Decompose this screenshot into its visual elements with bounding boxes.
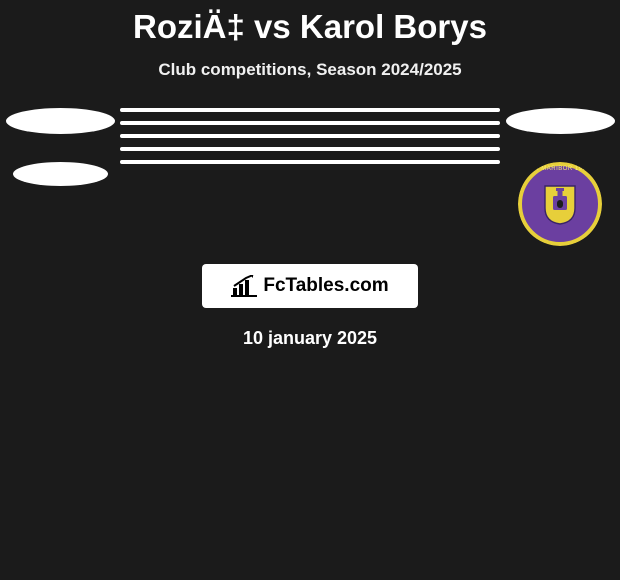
stat-bar: Goals per match0.38 [120, 147, 500, 151]
stat-bar: Min per goal322 [120, 160, 500, 164]
branding-chart-icon [231, 275, 257, 297]
club-badge-shield-icon [541, 184, 579, 226]
player-left-image-1 [6, 108, 115, 134]
club-badge-text: NK MARIBOR 1960 [518, 166, 602, 172]
date-text: 10 january 2025 [0, 328, 620, 349]
branding[interactable]: FcTables.com [202, 264, 418, 308]
stat-bars: Matches137 Goals50 Hattricks00 Goals per ma… [120, 108, 500, 164]
page-title: RoziÄ‡ vs Karol Borys [0, 0, 620, 46]
stat-bar: Matches137 [120, 108, 500, 112]
player-right-images: NK MARIBOR 1960 [500, 108, 620, 246]
club-badge: NK MARIBOR 1960 [518, 162, 602, 246]
player-left-image-2 [13, 162, 108, 186]
stat-bar: Goals50 [120, 121, 500, 125]
player-right-image-1 [506, 108, 615, 134]
subtitle: Club competitions, Season 2024/2025 [0, 60, 620, 80]
player-left-images [0, 108, 120, 186]
branding-text: FcTables.com [263, 275, 388, 297]
comparison-block: Matches137 Goals50 Hattricks00 Goals per ma… [0, 108, 620, 246]
stat-bar: Hattricks00 [120, 134, 500, 138]
